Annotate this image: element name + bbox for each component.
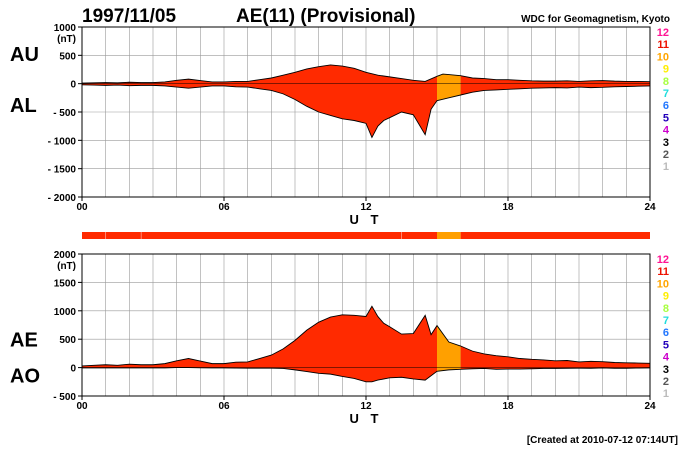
series-line-au xyxy=(81,64,651,84)
station-count-bar xyxy=(82,232,650,239)
station-count-label: 5 xyxy=(663,112,669,124)
y-tick-label: - 1000 xyxy=(48,136,77,147)
station-count-label: 3 xyxy=(663,137,669,149)
x-tick-label: 00 xyxy=(76,401,88,412)
series-line-al xyxy=(81,84,651,139)
station-count-label: 1 xyxy=(663,388,669,400)
x-axis-label: U T xyxy=(350,411,383,426)
station-count-label: 2 xyxy=(663,376,669,388)
y-tick-label: - 1500 xyxy=(48,165,77,176)
created-timestamp: [Created at 2010-07-12 07:14UT] xyxy=(527,435,678,446)
filled-area-segment-2 xyxy=(460,346,650,370)
filled-area-segment-1 xyxy=(437,325,461,372)
station-count-label: 8 xyxy=(663,76,669,88)
x-axis-label: U T xyxy=(350,212,383,227)
y-tick-label: 1000 xyxy=(54,23,77,34)
y-tick-label: - 2000 xyxy=(48,193,77,204)
station-count-label: 5 xyxy=(663,339,669,351)
y-tick-label: 0 xyxy=(70,80,76,91)
y-tick-label: - 500 xyxy=(53,392,76,403)
x-tick-label: 00 xyxy=(76,202,88,213)
side-label-upper: AU xyxy=(10,44,39,66)
station-count-label: 10 xyxy=(657,51,669,63)
status-segment-2 xyxy=(460,232,650,239)
station-count-label: 4 xyxy=(663,352,670,364)
unit-label: (nT) xyxy=(57,34,76,45)
station-count-label: 11 xyxy=(657,39,669,51)
station-count-label: 7 xyxy=(663,315,669,327)
filled-area-segment-2 xyxy=(460,75,650,95)
station-count-label: 8 xyxy=(663,303,669,315)
side-label-lower: AO xyxy=(10,365,40,387)
station-count-label: 9 xyxy=(663,291,669,303)
x-tick-label: 06 xyxy=(218,401,230,412)
y-tick-label: 1500 xyxy=(54,278,77,289)
x-tick-label: 06 xyxy=(218,202,230,213)
x-tick-label: 24 xyxy=(644,202,656,213)
x-tick-label: 18 xyxy=(502,401,514,412)
x-tick-label: 12 xyxy=(360,401,372,412)
y-tick-label: 500 xyxy=(59,51,76,62)
station-count-label: 6 xyxy=(663,327,669,339)
station-count-label: 3 xyxy=(663,364,669,376)
station-count-label: 9 xyxy=(663,64,669,76)
station-count-label: 2 xyxy=(663,149,669,161)
side-label-lower: AL xyxy=(10,95,37,117)
side-label-upper: AE xyxy=(10,330,38,352)
x-tick-label: 24 xyxy=(644,401,656,412)
station-count-label: 12 xyxy=(657,27,669,39)
y-tick-label: 500 xyxy=(59,335,76,346)
station-count-label: 7 xyxy=(663,88,669,100)
station-count-label: 1 xyxy=(663,161,669,173)
unit-label: (nT) xyxy=(57,261,76,272)
station-count-label: 6 xyxy=(663,100,669,112)
station-count-label: 12 xyxy=(657,254,669,266)
y-tick-label: 2000 xyxy=(54,250,77,261)
station-count-label: 10 xyxy=(657,278,669,290)
filled-area-segment-1 xyxy=(437,74,461,101)
x-tick-label: 18 xyxy=(502,202,514,213)
station-count-label: 11 xyxy=(657,266,669,278)
date-label: 1997/11/05 xyxy=(82,6,176,27)
chart-title: AE(11) (Provisional) xyxy=(236,6,416,27)
y-tick-label: 1000 xyxy=(54,307,77,318)
y-tick-label: 0 xyxy=(70,364,76,375)
status-segment-0 xyxy=(82,232,437,239)
series-line-ae xyxy=(81,305,651,367)
x-tick-label: 12 xyxy=(360,202,372,213)
source-label: WDC for Geomagnetism, Kyoto xyxy=(521,14,670,25)
y-tick-label: - 500 xyxy=(53,108,76,119)
status-segment-1 xyxy=(437,232,461,239)
filled-area-segment-0 xyxy=(82,306,437,382)
station-count-label: 4 xyxy=(663,125,670,137)
